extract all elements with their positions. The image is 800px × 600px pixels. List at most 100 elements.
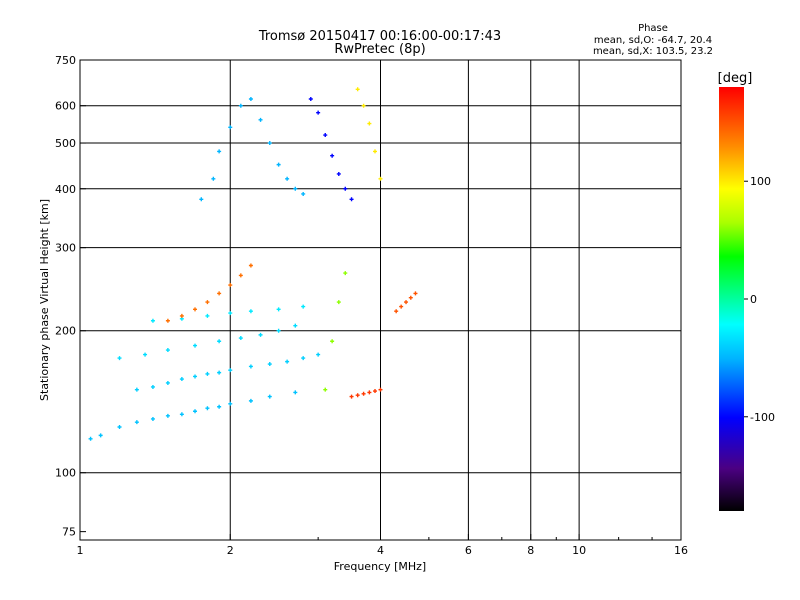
data-point: [373, 149, 378, 154]
data-point: [267, 394, 272, 399]
series-2: [117, 323, 298, 361]
data-point: [217, 404, 222, 409]
data-point: [238, 103, 243, 108]
data-point: [248, 398, 253, 403]
y-tick-label: 200: [55, 325, 76, 338]
data-point: [267, 362, 272, 367]
data-point: [228, 368, 233, 373]
data-point: [205, 406, 210, 411]
data-point: [413, 291, 418, 296]
data-point: [217, 149, 222, 154]
data-point: [228, 401, 233, 406]
colorbar-tick-label: 0: [750, 293, 757, 306]
data-point: [267, 141, 272, 146]
chart-subtitle: RwPretec (8p): [334, 42, 425, 57]
data-points: [88, 87, 418, 441]
x-tick-label: 10: [572, 544, 586, 557]
x-tick-label: 6: [465, 544, 472, 557]
data-point: [88, 436, 93, 441]
data-point: [276, 162, 281, 167]
colorbar-tick-label: 100: [750, 175, 771, 188]
series-7: [355, 87, 383, 181]
data-point: [373, 389, 378, 394]
data-point: [117, 356, 122, 361]
data-point: [336, 171, 341, 176]
data-point: [165, 380, 170, 385]
x-tick-label: 8: [527, 544, 534, 557]
data-point: [258, 332, 263, 337]
data-point: [211, 176, 216, 181]
data-point: [217, 291, 222, 296]
data-point: [301, 356, 306, 361]
data-point: [404, 300, 409, 305]
series-1: [134, 352, 321, 392]
data-point: [276, 307, 281, 312]
data-point: [316, 110, 321, 115]
data-point: [361, 391, 366, 396]
data-point: [355, 393, 360, 398]
data-point: [205, 313, 210, 318]
y-tick-label: 500: [55, 137, 76, 150]
y-tick-label: 100: [55, 467, 76, 480]
y-tick-label: 750: [55, 54, 76, 67]
x-axis-label: Frequency [MHz]: [334, 560, 426, 573]
data-point: [330, 153, 335, 158]
colorbar-tick-label: -100: [750, 411, 775, 424]
data-point: [355, 87, 360, 92]
data-point: [285, 176, 290, 181]
y-tick-label: 300: [55, 242, 76, 255]
phase-stats-x: mean, sd,X: 103.5, 23.2: [593, 46, 713, 57]
data-point: [179, 377, 184, 382]
chart-title: Tromsø 20150417 00:16:00-00:17:43: [258, 29, 501, 44]
x-axis-ticks: 1 2 4 6 8 10 16: [77, 534, 688, 557]
data-point: [361, 103, 366, 108]
data-point: [408, 295, 413, 300]
data-point: [238, 336, 243, 341]
data-point: [323, 133, 328, 138]
data-point: [179, 313, 184, 318]
series-9: [349, 387, 383, 399]
data-point: [143, 352, 148, 357]
series-5: [199, 96, 306, 202]
data-point: [150, 384, 155, 389]
y-tick-label: 600: [55, 100, 76, 113]
data-point: [258, 117, 263, 122]
data-point: [165, 318, 170, 323]
data-point: [98, 433, 103, 438]
data-point: [349, 394, 354, 399]
data-point: [248, 309, 253, 314]
grid-lines: [80, 60, 681, 540]
data-point: [193, 307, 198, 312]
data-point: [179, 412, 184, 417]
data-point: [378, 176, 383, 181]
data-point: [276, 328, 281, 333]
phase-header: Phase: [638, 23, 668, 34]
series-8: [394, 291, 418, 314]
data-point: [205, 371, 210, 376]
data-point: [193, 374, 198, 379]
colorbar-label: [deg]: [718, 71, 753, 86]
x-tick-label: 2: [227, 544, 234, 557]
data-point: [285, 359, 290, 364]
data-point: [150, 318, 155, 323]
y-axis-label: Stationary phase Virtual Height [km]: [38, 199, 51, 401]
data-point: [367, 121, 372, 126]
data-point: [228, 283, 233, 288]
data-point: [134, 420, 139, 425]
colorbar-ticks: 100 0 -100: [744, 175, 775, 424]
data-point: [349, 197, 354, 202]
series-4: [165, 263, 253, 323]
series-6: [308, 96, 354, 202]
data-point: [165, 413, 170, 418]
data-point: [199, 197, 204, 202]
data-point: [248, 263, 253, 268]
x-tick-label: 16: [674, 544, 688, 557]
data-point: [394, 309, 399, 314]
data-point: [301, 304, 306, 309]
data-point: [134, 387, 139, 392]
data-point: [117, 425, 122, 430]
data-point: [193, 409, 198, 414]
series-0: [88, 390, 298, 441]
series-3: [150, 304, 306, 323]
data-point: [399, 304, 404, 309]
